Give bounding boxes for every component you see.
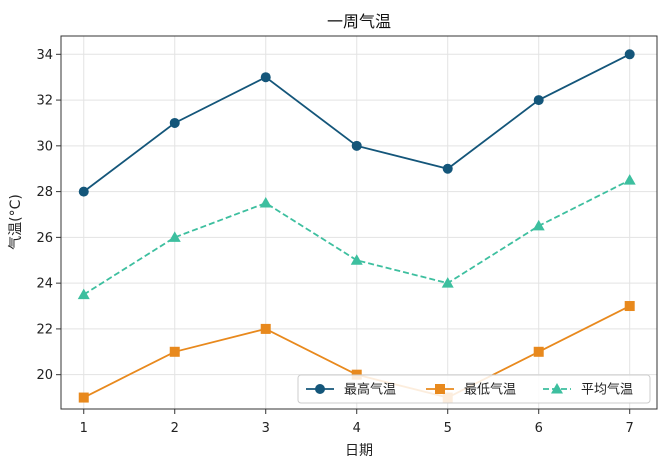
series-2-point [169, 346, 180, 357]
legend-item-2: 最低气温 [426, 382, 516, 398]
series-2-point [624, 301, 635, 312]
series-3-point [441, 277, 454, 288]
x-tick-label: 1 [80, 421, 88, 436]
legend-item-1: 最高气温 [306, 382, 396, 398]
series-1-point [78, 186, 89, 197]
series-1-point [533, 95, 544, 106]
x-tick-label: 6 [535, 421, 543, 436]
x-axis: 1 2 3 4 5 6 7 [80, 409, 634, 436]
series-3-point [623, 174, 636, 185]
series-1-point [351, 140, 362, 151]
series-3-point [168, 231, 181, 242]
plot-area [61, 36, 657, 409]
y-tick-label: 30 [36, 139, 53, 154]
legend-swatch-marker [435, 384, 445, 394]
series-1-point [169, 117, 180, 128]
y-tick-label: 20 [36, 368, 53, 383]
plot-frame [60, 35, 658, 410]
series-2-point [533, 346, 544, 357]
series-3-point [532, 219, 545, 231]
y-axis-label: 气温(°C) [8, 194, 24, 250]
series-1 [78, 49, 635, 197]
y-tick-label: 24 [36, 277, 53, 292]
series-1-point [442, 163, 453, 174]
legend: 最高气温 最低气温 平均气温 [297, 374, 651, 404]
y-tick-label: 26 [36, 231, 53, 246]
x-tick-label: 3 [262, 421, 270, 436]
series-3 [77, 174, 636, 300]
y-tick-label: 32 [36, 94, 53, 109]
x-tick-label: 4 [353, 421, 361, 436]
series-1-point [260, 72, 271, 83]
legend-box [297, 374, 651, 404]
x-axis-label: 日期 [345, 443, 373, 459]
legend-label: 最高气温 [344, 382, 396, 398]
chart-title: 一周气温 [327, 12, 391, 31]
y-tick-label: 22 [36, 322, 53, 337]
series-1-point [624, 49, 635, 60]
series-2-point [260, 323, 271, 334]
series-3-point [77, 288, 90, 300]
legend-label: 最低气温 [464, 382, 516, 398]
series-2-point [78, 392, 89, 403]
y-tick-label: 34 [36, 48, 53, 63]
y-tick-label: 28 [36, 185, 53, 200]
x-tick-label: 7 [626, 421, 634, 436]
series-3-point [350, 254, 363, 265]
series-3-point [259, 197, 272, 208]
legend-item-3: 平均气温 [543, 382, 633, 398]
y-axis: 20 22 24 26 28 30 32 34 [36, 48, 61, 383]
x-tick-label: 5 [444, 421, 452, 436]
legend-label: 平均气温 [581, 382, 633, 398]
x-tick-label: 2 [171, 421, 179, 436]
legend-swatch-marker [315, 384, 325, 394]
legend-swatch-marker [551, 383, 563, 394]
